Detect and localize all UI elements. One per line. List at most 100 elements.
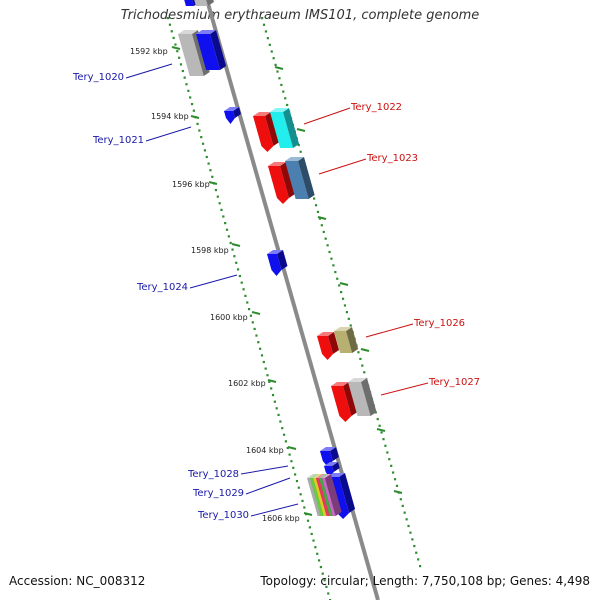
right-track-dot	[415, 551, 418, 554]
right-track-dot	[409, 531, 412, 534]
left-track-dot	[189, 96, 192, 99]
left-track-dot	[214, 188, 218, 192]
left-track-dot	[294, 473, 297, 476]
right-track-dot	[332, 264, 335, 267]
gene-label: Tery_1027	[428, 377, 480, 388]
gene-labels: Tery_1020 Tery_1021 Tery_1024 Tery_1028 Tery…	[72, 63, 480, 521]
left-track-dot	[279, 420, 282, 423]
left-track-dot	[240, 281, 243, 284]
gene-feature-stripe	[322, 474, 342, 516]
left-track-dot	[295, 479, 299, 483]
kbp-tick-mark	[287, 446, 297, 450]
left-track-dot	[317, 559, 321, 562]
kbp-tick-mark	[231, 243, 241, 247]
left-track-dot	[299, 493, 302, 496]
right-track-dot	[419, 565, 422, 568]
left-track-dot	[259, 347, 262, 350]
right-track-dot	[336, 277, 339, 280]
left-track-dot	[220, 208, 223, 211]
right-track-dot	[272, 57, 275, 60]
left-track-dot	[196, 122, 199, 126]
right-track-dot	[330, 257, 333, 260]
kbp-label: 1602 kbp	[228, 379, 266, 388]
left-track-dot	[288, 453, 291, 456]
left-track-dot	[209, 169, 212, 172]
gene-leader-line	[303, 107, 351, 125]
left-track-dot	[251, 321, 254, 324]
right-track-dot	[297, 143, 300, 147]
right-track-dot	[361, 364, 364, 367]
left-track-dot	[246, 301, 249, 304]
right-track-dot	[417, 558, 420, 561]
left-track-dot	[264, 367, 267, 370]
left-track-dot	[229, 241, 232, 245]
right-track-dot	[266, 37, 269, 40]
left-track-dot	[174, 43, 177, 46]
right-track-dot	[341, 297, 345, 300]
right-track-dot	[338, 284, 341, 287]
gene-feature	[331, 382, 358, 422]
right-track-dot	[384, 444, 387, 447]
right-tick-mark	[393, 490, 403, 494]
right-track-dot	[322, 230, 325, 234]
accession-text: Accession: NC_008312	[9, 574, 146, 588]
right-track-dot	[318, 217, 322, 220]
right-track-dot	[345, 311, 348, 314]
right-track-dot	[357, 351, 360, 354]
right-track-dot	[393, 478, 397, 481]
gene-label: Tery_1029	[192, 488, 244, 499]
right-track-dot	[386, 451, 389, 454]
left-track-dot	[236, 268, 240, 271]
left-track-dot	[233, 255, 236, 258]
left-track-dot	[187, 89, 190, 92]
left-track-dot	[270, 387, 273, 390]
right-tick-mark	[317, 216, 327, 220]
right-track-dot	[274, 63, 277, 66]
gene-leader-line	[250, 503, 299, 517]
left-track-dot	[275, 407, 278, 410]
left-track-dot	[286, 446, 289, 450]
left-track-dot	[249, 314, 253, 317]
left-track-dot	[314, 546, 317, 549]
left-track-dot	[316, 552, 319, 555]
gene-leader-line	[365, 323, 414, 338]
gene-label: Tery_1024	[136, 282, 188, 293]
left-track-dot	[168, 23, 172, 26]
right-track-dot	[403, 511, 406, 514]
left-track-dot	[176, 50, 179, 53]
right-track-dot	[380, 431, 383, 434]
right-track-dot	[334, 270, 337, 274]
left-track-dot	[238, 274, 241, 278]
left-track-dot	[260, 354, 264, 357]
right-track-dot	[280, 83, 283, 87]
right-track-dot	[413, 544, 416, 548]
right-track-dot	[395, 484, 399, 488]
left-track-dot	[321, 572, 324, 575]
gene-feature	[268, 162, 295, 204]
right-track-dot	[299, 150, 302, 153]
gene-feature	[348, 378, 377, 416]
right-track-dot	[261, 17, 264, 20]
right-track-dot	[328, 250, 331, 254]
left-track-dot	[179, 63, 183, 66]
left-track-dot	[200, 136, 203, 139]
right-track-dot	[326, 244, 329, 247]
right-track-dot	[349, 324, 352, 327]
left-track-dot	[301, 499, 304, 502]
left-track-dot	[273, 400, 276, 403]
gene-label: Tery_1023	[366, 153, 418, 164]
left-track-dot	[205, 155, 208, 159]
left-track-dot	[262, 360, 265, 364]
kbp-label: 1600 kbp	[210, 313, 248, 322]
gene-leader-line	[145, 126, 192, 142]
left-track-dot	[325, 585, 328, 588]
right-track-dot	[376, 417, 379, 421]
gene-feature	[334, 327, 359, 353]
right-track-dot	[411, 538, 414, 541]
left-track-dot	[266, 374, 269, 377]
gene-label: Tery_1028	[187, 469, 239, 480]
left-track-dot	[211, 175, 214, 178]
gene-leader-line	[245, 477, 291, 495]
left-track-dot	[218, 202, 221, 205]
